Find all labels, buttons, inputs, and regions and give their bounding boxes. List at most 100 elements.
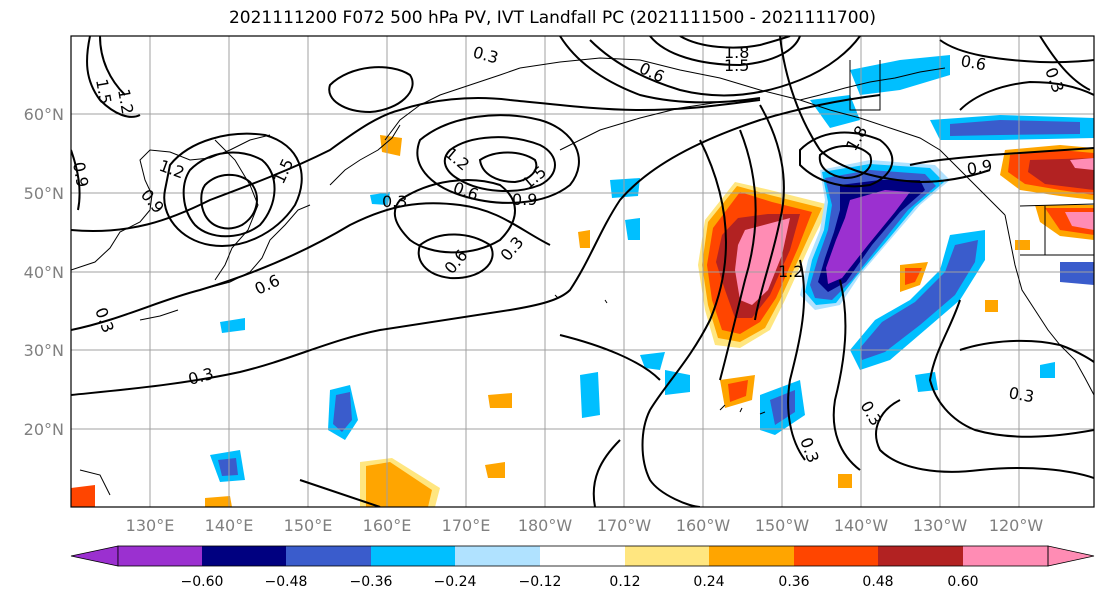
contour-label: 0.3	[186, 364, 216, 389]
colorbar-segment	[625, 546, 709, 566]
negative-anomaly-s2-blue	[218, 458, 238, 476]
colorbar-tick-label: −0.48	[265, 574, 308, 590]
positive-anomaly-s10	[985, 300, 998, 312]
colorbar-segment	[202, 546, 286, 566]
negative-anomaly-purple	[826, 190, 910, 284]
positive-anomaly-s8	[1015, 240, 1030, 250]
colorbar-segment	[794, 546, 878, 566]
positive-anomaly-s6	[578, 230, 590, 248]
colorbar-segment	[455, 546, 540, 566]
colorbar-extend-max	[1047, 545, 1095, 567]
colorbar-tick-label: 0.60	[947, 574, 978, 590]
latitude-labels: 60°N 50°N 40°N 30°N 20°N	[24, 105, 64, 439]
contour-label: 1.8	[724, 43, 749, 62]
negative-anomaly-s4	[665, 370, 690, 395]
colorbar-segment	[540, 546, 625, 566]
colorbar-tick-label: 0.36	[778, 574, 809, 590]
contour-label: 0.9	[965, 156, 993, 179]
colorbar-tick-label: 0.12	[609, 574, 640, 590]
contour-label: 0.3	[796, 435, 823, 465]
negative-anomaly-s1-blue	[333, 392, 352, 432]
lat-label: 50°N	[24, 184, 64, 203]
colorbar-segment	[371, 546, 455, 566]
ivt-shading	[71, 55, 1094, 507]
negative-anomaly-ne-strip-blue	[950, 120, 1080, 136]
negative-anomaly-s11	[220, 318, 245, 333]
lat-label: 20°N	[24, 420, 64, 439]
colorbar-tick-label: −0.36	[350, 574, 393, 590]
negative-anomaly-s3	[580, 372, 600, 418]
contour-label: 0.3	[382, 192, 407, 211]
lat-label: 30°N	[24, 341, 64, 360]
contour-label: 0.6	[451, 178, 481, 205]
colorbar-tick-labels: −0.60 −0.48 −0.36 −0.24 −0.12 0.12 0.24 …	[181, 574, 979, 590]
colorbar-segment	[286, 546, 371, 566]
negative-anomaly-alaska	[850, 55, 950, 95]
lon-label: 120°W	[989, 516, 1044, 535]
colorbar-tick-label: −0.12	[519, 574, 562, 590]
positive-anomaly-s1-orange	[366, 462, 432, 507]
positive-anomaly-s3	[485, 462, 505, 478]
positive-anomaly-s2	[488, 393, 512, 408]
lon-label: 170°W	[597, 516, 652, 535]
negative-anomaly-s9	[915, 372, 938, 392]
map-title: 2021111200 F072 500 hPa PV, IVT Landfall…	[228, 8, 876, 28]
contour-label: 1.2	[778, 262, 803, 281]
lon-label: 160°E	[363, 516, 412, 535]
positive-anomaly-ne-pink	[1070, 158, 1094, 170]
contour-label: 0.9	[512, 190, 537, 209]
contour-label: 0.9	[69, 160, 92, 188]
contour-label: 1.5	[92, 77, 115, 105]
lon-label: 130°W	[913, 516, 968, 535]
contour-label: 1.5	[724, 56, 749, 75]
negative-anomaly-east-blue	[860, 240, 978, 360]
contour-label: 1.2	[441, 144, 473, 175]
lon-label: 150°W	[755, 516, 810, 535]
pv-contours	[71, 36, 1094, 507]
lon-label: 180°W	[518, 516, 573, 535]
negative-anomaly-ca	[1060, 262, 1094, 285]
lon-label: 160°W	[676, 516, 731, 535]
colorbar-segment	[709, 546, 794, 566]
lon-label: 150°E	[284, 516, 333, 535]
negative-anomaly-s6	[640, 352, 665, 370]
lon-label: 140°E	[205, 516, 254, 535]
negative-anomaly-s12	[370, 192, 390, 205]
map-frame	[70, 35, 1095, 508]
colorbar-tick-label: 0.24	[693, 574, 724, 590]
colorbar-tick-label: −0.24	[434, 574, 477, 590]
colorbar-extend-min	[70, 545, 119, 567]
contour-label: 0.6	[959, 51, 987, 74]
positive-anomaly-sw	[71, 485, 95, 507]
lat-label: 60°N	[24, 105, 64, 124]
contour-label: 0.3	[91, 305, 118, 335]
contour-label: 0.3	[471, 43, 501, 68]
contour-label: 0.6	[636, 58, 667, 86]
positive-anomaly-s7	[205, 496, 232, 507]
lon-label: 170°E	[442, 516, 491, 535]
contour-label: 0.3	[1007, 383, 1035, 406]
colorbar-tick-label: −0.60	[181, 574, 224, 590]
positive-anomaly-s9	[838, 474, 852, 488]
contour-label: 1.2	[114, 87, 137, 115]
lat-label: 40°N	[24, 263, 64, 282]
longitude-labels: 130°E 140°E 150°E 160°E 170°E 180°W 170°…	[126, 516, 1044, 535]
colorbar	[70, 545, 1095, 567]
lon-label: 130°E	[126, 516, 175, 535]
positive-anomaly-s5	[380, 135, 402, 156]
positive-anomaly-coast-pink	[1065, 212, 1094, 230]
negative-anomaly-s10	[1040, 362, 1055, 378]
contour-label: 1.8	[842, 122, 871, 154]
positive-anomaly-s4-red	[728, 380, 748, 402]
colorbar-segment	[963, 546, 1048, 566]
colorbar-outline	[117, 545, 1049, 567]
lon-label: 140°W	[834, 516, 889, 535]
contour-label: 0.9	[137, 185, 168, 217]
negative-anomaly-s8	[625, 218, 640, 240]
colorbar-segment	[118, 546, 202, 566]
colorbar-segment	[878, 546, 963, 566]
contour-label: 1.2	[157, 156, 187, 183]
contour-label: 0.6	[252, 271, 283, 299]
colorbar-tick-label: 0.48	[862, 574, 893, 590]
